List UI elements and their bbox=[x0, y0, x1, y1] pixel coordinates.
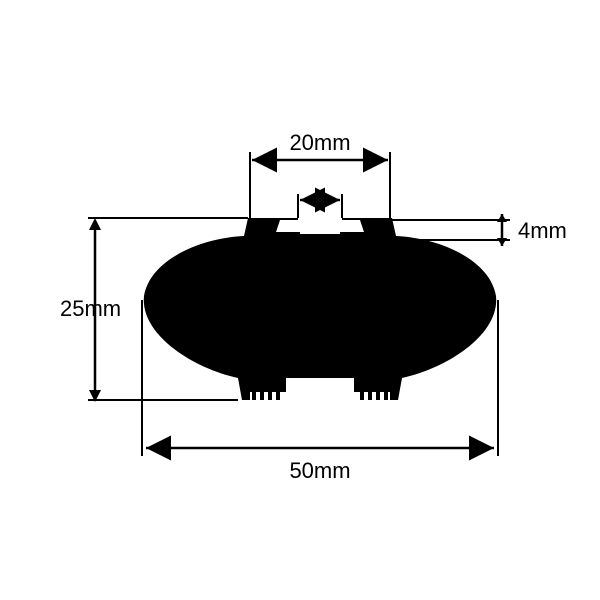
dimension-slot-outer: 20mm bbox=[250, 130, 390, 218]
label-width: 50mm bbox=[289, 458, 350, 483]
label-lip-height: 4mm bbox=[518, 218, 567, 243]
label-slot-inner: 6mm bbox=[296, 235, 345, 260]
label-height: 25mm bbox=[60, 296, 121, 321]
label-slot-outer: 20mm bbox=[289, 130, 350, 155]
diagram-canvas: 20mm 6mm 4mm 25mm 50mm bbox=[0, 0, 600, 600]
